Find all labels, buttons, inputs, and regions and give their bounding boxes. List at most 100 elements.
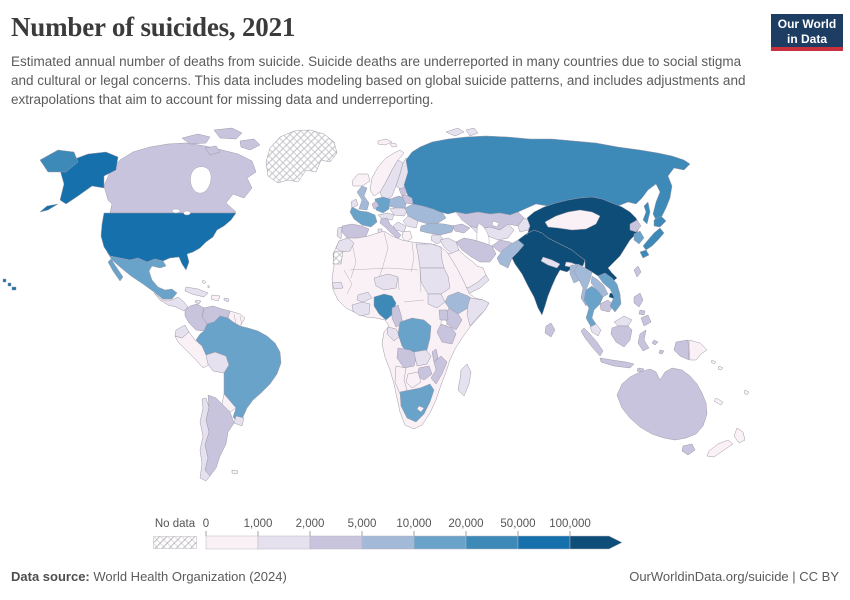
country-south-sudan[interactable] <box>427 293 446 309</box>
country-dr-congo[interactable] <box>397 317 432 359</box>
country-south-africa[interactable] <box>399 383 435 423</box>
country-philippines-luzon[interactable] <box>633 292 644 308</box>
country-united-kingdom[interactable] <box>356 185 370 211</box>
country-zambia[interactable] <box>413 349 432 367</box>
country-vietnam[interactable] <box>597 272 622 313</box>
country-greenland[interactable] <box>265 129 338 184</box>
country-iran[interactable] <box>455 237 497 263</box>
bahamas-islands[interactable] <box>201 279 211 289</box>
legend-color-bar[interactable] <box>205 531 638 550</box>
country-north-korea[interactable] <box>629 219 642 233</box>
country-australia-tasmania[interactable] <box>681 443 696 456</box>
country-lesotho[interactable] <box>416 405 425 413</box>
country-italy[interactable] <box>379 217 402 240</box>
no-data-swatch[interactable] <box>153 536 197 549</box>
country-japan-honshu[interactable] <box>642 227 665 251</box>
country-indonesia-sulawesi[interactable] <box>637 329 650 352</box>
country-gabon-congo[interactable] <box>386 326 401 342</box>
country-indonesia-java[interactable] <box>599 357 635 369</box>
country-morocco[interactable] <box>335 237 355 253</box>
country-haiti-dominican[interactable] <box>210 294 221 302</box>
country-uruguay[interactable] <box>233 415 245 427</box>
country-greece[interactable] <box>401 230 413 243</box>
legend-bin-0[interactable] <box>205 535 259 550</box>
country-ireland[interactable] <box>350 198 359 209</box>
country-romania[interactable] <box>402 215 419 229</box>
country-indonesia-papua[interactable] <box>673 339 690 361</box>
country-western-sahara[interactable] <box>332 250 344 265</box>
country-ivory-coast-ghana[interactable] <box>351 301 371 317</box>
country-cambodia[interactable] <box>599 299 615 313</box>
canada-arctic-island[interactable] <box>239 138 261 151</box>
country-papua-new-guinea[interactable] <box>688 339 708 361</box>
canada-arctic-island[interactable] <box>204 145 221 156</box>
legend-bin-2[interactable] <box>309 535 363 550</box>
country-malaysia[interactable] <box>589 323 602 337</box>
country-russia-chukotka[interactable] <box>39 149 79 173</box>
country-senegal[interactable] <box>331 281 344 290</box>
country-japan-kyushu[interactable] <box>639 249 650 259</box>
country-malawi[interactable] <box>431 348 439 363</box>
country-taiwan[interactable] <box>633 265 642 278</box>
country-niger[interactable] <box>373 273 399 291</box>
country-nepal[interactable] <box>540 256 561 269</box>
svalbard-islands[interactable] <box>377 138 398 148</box>
country-jamaica[interactable] <box>194 299 202 305</box>
country-indonesia-moluccas[interactable] <box>651 339 665 355</box>
country-mongolia[interactable] <box>544 209 601 231</box>
country-tanzania[interactable] <box>436 323 457 345</box>
country-new-caledonia[interactable] <box>713 397 724 406</box>
country-egypt[interactable] <box>415 243 445 269</box>
country-portugal[interactable] <box>336 226 343 240</box>
country-france[interactable] <box>349 206 378 228</box>
country-turkey[interactable] <box>419 222 455 236</box>
country-burkina-faso[interactable] <box>356 291 373 303</box>
country-switzerland-austria[interactable] <box>377 212 395 221</box>
country-chile[interactable] <box>199 397 211 482</box>
country-indonesia-sumatra[interactable] <box>580 327 604 357</box>
country-canada[interactable] <box>103 142 257 214</box>
country-somalia[interactable] <box>466 297 490 327</box>
country-new-zealand-south[interactable] <box>706 439 734 458</box>
legend-bin-6[interactable] <box>517 535 571 550</box>
country-benelux[interactable] <box>371 200 380 210</box>
country-iceland[interactable] <box>351 173 371 187</box>
country-mozambique[interactable] <box>430 355 448 385</box>
country-thailand[interactable] <box>583 285 604 328</box>
country-russia-sakhalin[interactable] <box>642 201 651 225</box>
country-angola[interactable] <box>396 347 418 369</box>
country-sudan[interactable] <box>419 267 451 295</box>
country-philippines-visayas[interactable] <box>638 309 646 316</box>
country-australia[interactable] <box>616 367 708 441</box>
country-laos[interactable] <box>590 275 609 298</box>
country-caucasus[interactable] <box>451 223 471 234</box>
canada-arctic-island[interactable] <box>213 127 243 140</box>
country-spain[interactable] <box>341 223 370 241</box>
country-usa-hawaii[interactable] <box>2 278 17 291</box>
country-germany[interactable] <box>374 196 391 214</box>
country-brazil[interactable] <box>195 315 282 424</box>
owid-logo[interactable]: Our World in Data <box>771 14 843 51</box>
country-uganda[interactable] <box>438 309 449 321</box>
country-mexico-baja[interactable] <box>107 258 124 282</box>
country-namibia[interactable] <box>394 365 408 395</box>
canada-arctic-island[interactable] <box>181 133 211 145</box>
country-indonesia-kalimantan[interactable] <box>610 325 633 348</box>
aleutian-islands[interactable] <box>39 203 59 213</box>
country-cuba[interactable] <box>184 286 209 298</box>
country-guatemala-central-america[interactable] <box>153 292 189 312</box>
country-balkans[interactable] <box>392 221 407 233</box>
country-south-korea[interactable] <box>633 230 645 245</box>
country-puerto-rico[interactable] <box>223 297 230 303</box>
country-madagascar[interactable] <box>457 363 472 397</box>
legend-bin-4[interactable] <box>413 535 467 550</box>
country-botswana[interactable] <box>405 371 422 389</box>
legend-bin-1[interactable] <box>257 535 311 550</box>
rights-link[interactable]: OurWorldinData.org/suicide | CC BY <box>629 569 839 584</box>
legend-bin-3[interactable] <box>361 535 415 550</box>
country-mexico[interactable] <box>106 251 178 300</box>
novaya-zemlya-islands[interactable] <box>445 127 479 137</box>
country-sri-lanka[interactable] <box>544 322 556 338</box>
country-malaysia-borneo[interactable] <box>613 315 633 327</box>
country-solomon-islands[interactable] <box>710 359 724 371</box>
